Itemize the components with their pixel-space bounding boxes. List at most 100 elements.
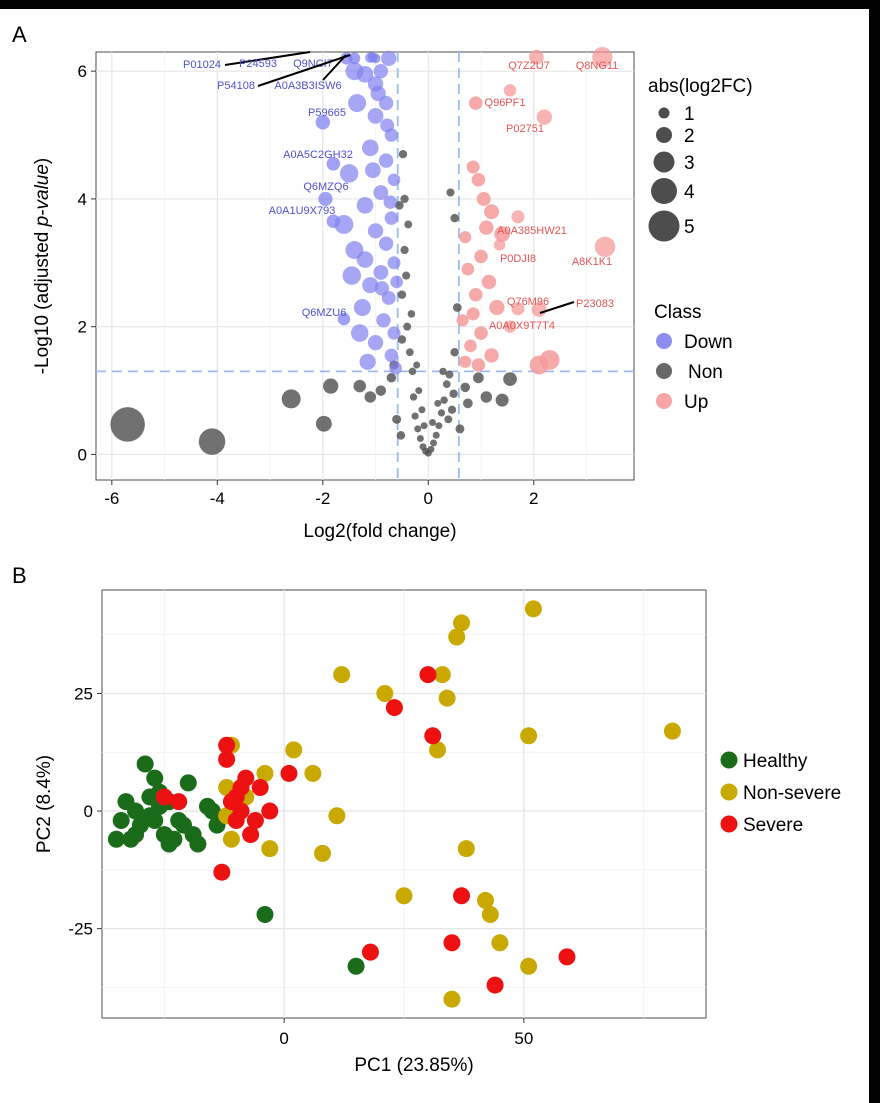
volcano-point-label: P54108 (217, 80, 255, 92)
volcano-point-up (471, 358, 486, 372)
volcano-point-up (469, 96, 483, 110)
volcano-point-up (481, 274, 497, 290)
volcano-plot-panel: A P01024 P24593 Q9NCI7 P54108 A0A3B3ISW6 P596… (12, 22, 753, 542)
pca-point-non-severe (481, 906, 499, 924)
volcano-point-label: A0A385HW21 (497, 225, 567, 237)
volcano-point-non (394, 200, 404, 210)
pca-point-severe (453, 887, 471, 905)
volcano-point-up (474, 249, 488, 264)
volcano-point-down (370, 85, 386, 102)
pca-point-healthy (112, 811, 130, 829)
volcano-point-non (392, 414, 402, 424)
volcano-point-non (439, 367, 447, 376)
volcano-point-label: Q6MZU6 (302, 307, 347, 319)
volcano-point-non (403, 322, 412, 331)
volcano-point-non (449, 389, 458, 398)
volcano-point-non (198, 428, 226, 455)
volcano-point-non (446, 188, 455, 197)
pca-point-severe (213, 863, 231, 881)
size-legend-key (651, 178, 677, 204)
pca-point-non-severe (520, 727, 538, 745)
volcano-point-down (361, 139, 379, 157)
volcano-point-labeled (315, 115, 331, 130)
pca-point-healthy (107, 830, 125, 848)
volcano-point-labeled (592, 46, 613, 68)
volcano-point-up (469, 287, 483, 302)
pca-point-severe (419, 666, 437, 684)
pca-point-non-severe (491, 934, 509, 952)
volcano-point-down (362, 277, 379, 294)
volcano-point-down (383, 195, 398, 209)
size-legend-value: 2 (684, 126, 695, 147)
pca-point-non-severe (443, 990, 461, 1008)
volcano-point-non (416, 434, 424, 442)
volcano-point-labeled (493, 239, 506, 251)
volcano-point-label: A0A3B3ISW6 (274, 80, 341, 92)
size-legend-value: 3 (684, 153, 695, 174)
volcano-point-non (364, 391, 377, 403)
volcano-point-non (452, 303, 462, 312)
volcano-point-non (404, 220, 413, 229)
volcano-label-leader-line (322, 54, 347, 81)
volcano-point-up (479, 220, 494, 235)
class-legend-key (656, 393, 672, 409)
pca-point-healthy (127, 802, 145, 820)
volcano-point-label: P23083 (576, 298, 614, 310)
volcano-point-up (484, 348, 499, 363)
volcano-y-tick-label: 6 (78, 62, 87, 81)
volcano-point-down (350, 324, 369, 342)
volcano-y-label-italic: p-value (32, 164, 53, 227)
volcano-point-up (474, 326, 488, 340)
pca-point-non-severe (314, 844, 332, 862)
volcano-point-labeled (337, 312, 351, 326)
class-legend-label: Down (684, 332, 733, 353)
volcano-y-tick-label: 2 (78, 318, 87, 337)
volcano-point-non (495, 393, 509, 407)
pca-point-severe (218, 750, 236, 768)
panel-letter-b: B (12, 563, 27, 588)
pca-point-severe (242, 826, 260, 844)
pca-point-non-severe (457, 840, 475, 858)
pca-point-non-severe (395, 887, 413, 905)
volcano-point-non (434, 399, 442, 407)
pca-point-severe (155, 788, 173, 806)
volcano-point-down (387, 256, 401, 270)
volcano-point-up (476, 191, 491, 206)
pca-point-non-severe (376, 684, 394, 702)
pca-legend-label: Non-severe (743, 783, 841, 804)
volcano-point-non (408, 367, 417, 376)
volcano-point-non (405, 348, 414, 357)
pca-point-non-severe (256, 764, 274, 782)
pca-legend-key (720, 815, 738, 833)
pca-point-severe (385, 699, 403, 717)
volcano-point-down (381, 50, 397, 67)
volcano-point-down (356, 196, 374, 214)
volcano-point-non (414, 425, 422, 433)
volcano-point-labeled (318, 191, 333, 207)
pca-x-axis-label: PC1 (23.85%) (354, 1055, 473, 1076)
volcano-point-down (365, 162, 381, 179)
pca-point-non-severe (261, 840, 279, 858)
volcano-point-non (480, 391, 493, 403)
volcano-point-non (450, 213, 459, 223)
volcano-point-label: P59665 (308, 107, 346, 119)
volcano-point-down (345, 62, 364, 81)
volcano-point-down (390, 275, 403, 289)
volcano-point-label: A8K1K1 (572, 256, 612, 268)
top-border (0, 0, 880, 9)
volcano-point-labeled (503, 84, 517, 97)
pca-point-healthy (136, 755, 154, 773)
pca-point-severe (486, 976, 504, 994)
volcano-point-down (367, 335, 384, 351)
volcano-point-non (440, 396, 448, 404)
volcano-point-non (445, 370, 454, 379)
volcano-x-tick-label: 0 (424, 489, 433, 508)
pca-legend-label: Severe (743, 815, 803, 836)
volcano-point-labeled (326, 157, 341, 171)
class-legend-label: Up (684, 392, 708, 413)
volcano-point-up (539, 350, 560, 370)
volcano-point-non (386, 373, 397, 383)
volcano-point-down (339, 164, 359, 183)
pca-point-severe (218, 736, 236, 754)
volcano-point-labeled (594, 236, 616, 258)
